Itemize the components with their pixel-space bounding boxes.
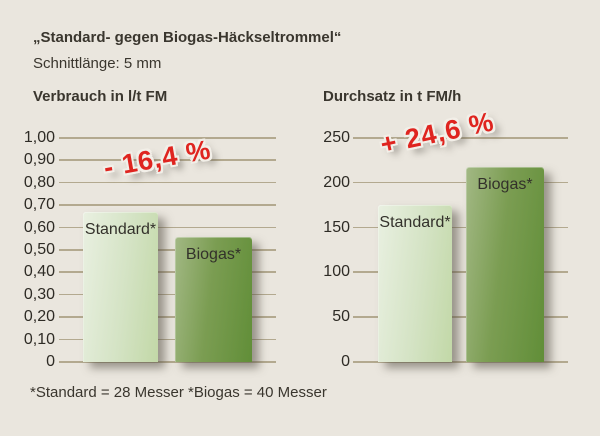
bar-standard: Standard* (83, 211, 158, 362)
gridline (59, 271, 276, 273)
gridline (353, 316, 568, 318)
page-title: „Standard- gegen Biogas-Häckseltrommel“ (33, 29, 342, 46)
x-axis-baseline (59, 361, 276, 363)
y-tick-label: 0 (46, 353, 55, 370)
y-tick-label: 0,50 (23, 241, 55, 258)
annotation-percent-increase: + 24,6 % (377, 106, 497, 160)
y-tick-label: 0,70 (23, 196, 55, 214)
y-tick-label: 50 (332, 308, 350, 326)
gridline (59, 181, 276, 184)
y-tick-label: 0,80 (23, 173, 55, 191)
chart-title-durchsatz: Durchsatz in t FM/h (323, 88, 462, 105)
gridline (59, 204, 276, 206)
chart-title-verbrauch: Verbrauch in l/t FM (33, 88, 168, 105)
gridline (59, 316, 276, 318)
y-tick-label: 0,60 (23, 218, 55, 236)
y-tick-label: 200 (323, 173, 350, 191)
bar-label-biogas: Biogas* (185, 245, 242, 263)
page-subtitle: Schnittlänge: 5 mm (33, 55, 162, 72)
y-tick-label: 0,90 (23, 151, 55, 169)
gridline (59, 293, 276, 296)
y-tick-label: 0,40 (23, 263, 55, 281)
y-tick-label: 0,10 (23, 330, 55, 348)
bar-biogas: Biogas* (175, 236, 252, 362)
bar-label-biogas: Biogas* (477, 175, 533, 193)
bar-label-standard: Standard* (379, 214, 451, 232)
footnote: *Standard = 28 Messer *Biogas = 40 Messe… (30, 384, 327, 401)
y-tick-label: 0,20 (23, 308, 55, 326)
gridline (353, 271, 568, 273)
y-tick-label: 1,00 (23, 129, 55, 146)
gridline (353, 181, 568, 184)
y-tick-label: 250 (323, 129, 350, 146)
gridline (59, 338, 276, 341)
annotation-percent-decrease: - 16,4 % (101, 134, 214, 183)
y-tick-label: 0,30 (23, 285, 55, 303)
bar-standard: Standard* (378, 205, 452, 362)
y-tick-label: 0 (341, 353, 350, 370)
x-axis-baseline (353, 361, 568, 363)
y-tick-label: 100 (323, 263, 350, 281)
bar-label-standard: Standard* (84, 220, 157, 238)
y-tick-label: 150 (323, 218, 350, 236)
gridline (59, 137, 276, 139)
gridline (353, 137, 568, 139)
gridline (59, 249, 276, 251)
bar-biogas: Biogas* (466, 166, 544, 362)
gridline (59, 226, 276, 229)
gridline (59, 159, 276, 161)
gridline (353, 226, 568, 229)
